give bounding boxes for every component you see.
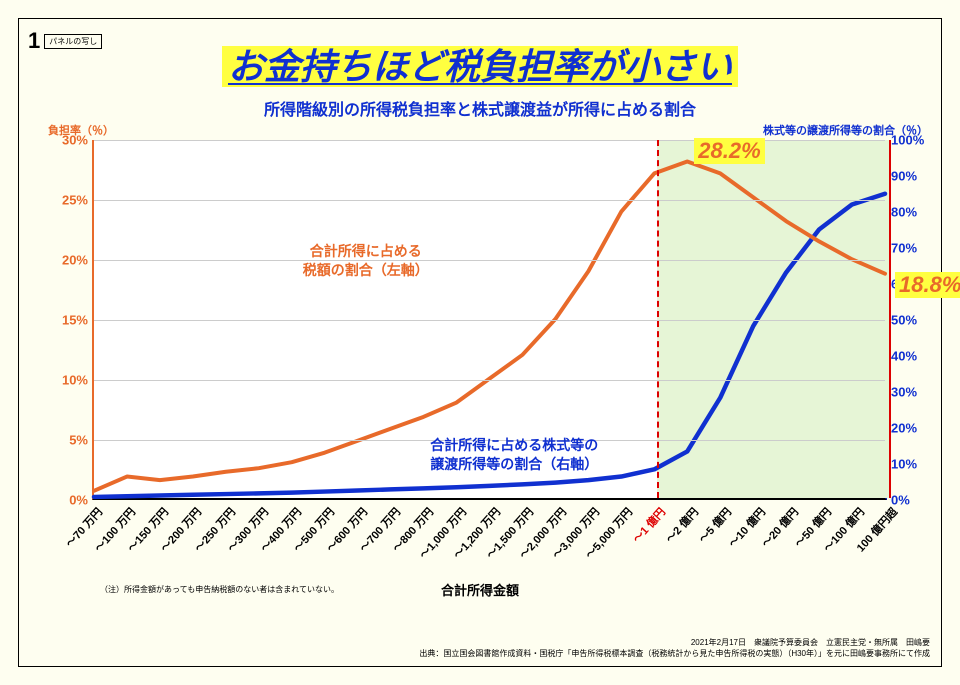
y-left-tick: 0%	[69, 493, 88, 508]
y-right-tick: 0%	[891, 493, 910, 508]
gridline	[94, 320, 885, 321]
y-right-tick: 10%	[891, 457, 917, 472]
footer-line-1: 2021年2月17日 衆議院予算委員会 立憲民主党・無所属 田嶋要	[0, 637, 930, 648]
y-left-tick: 20%	[62, 253, 88, 268]
reference-vline	[657, 140, 659, 498]
gridline	[94, 140, 885, 141]
series-label: 合計所得に占める株式等の譲渡所得等の割合（右軸）	[430, 436, 598, 474]
subtitle: 所得階級別の所得税負担率と株式譲渡益が所得に占める割合	[0, 96, 960, 120]
chart-area: 0%5%10%15%20%25%30%0%10%20%30%40%50%60%7…	[92, 140, 887, 500]
y-left-tick: 25%	[62, 193, 88, 208]
y-right-tick: 80%	[891, 205, 917, 220]
y-left-tick: 10%	[62, 373, 88, 388]
main-title-wrap: お金持ちほど税負担率が小さい	[0, 38, 960, 90]
y-right-tick: 100%	[891, 133, 924, 148]
gridline	[94, 380, 885, 381]
y-right-tick: 40%	[891, 349, 917, 364]
gridline	[94, 260, 885, 261]
y-right-tick: 90%	[891, 169, 917, 184]
y-right-tick: 30%	[891, 385, 917, 400]
footnote: （注）所得金額があっても申告納税額のない者は含まれていない。	[100, 584, 339, 595]
callout-value: 18.8%	[895, 272, 960, 298]
gridline	[94, 200, 885, 201]
main-title: お金持ちほど税負担率が小さい	[222, 46, 738, 87]
y-right-tick: 70%	[891, 241, 917, 256]
footer: 2021年2月17日 衆議院予算委員会 立憲民主党・無所属 田嶋要 出典：国立国…	[0, 637, 930, 659]
y-right-tick: 20%	[891, 421, 917, 436]
y-left-tick: 15%	[62, 313, 88, 328]
y-right-tick: 50%	[891, 313, 917, 328]
callout-value: 28.2%	[694, 138, 764, 164]
y-left-tick: 30%	[62, 133, 88, 148]
reference-vline	[889, 140, 891, 498]
y-left-tick: 5%	[69, 433, 88, 448]
footer-line-2: 出典：国立国会図書館作成資料・国税庁「申告所得税標本調査（税務統計から見た申告所…	[0, 648, 930, 659]
series-label: 合計所得に占める税額の割合（左軸）	[303, 242, 429, 280]
